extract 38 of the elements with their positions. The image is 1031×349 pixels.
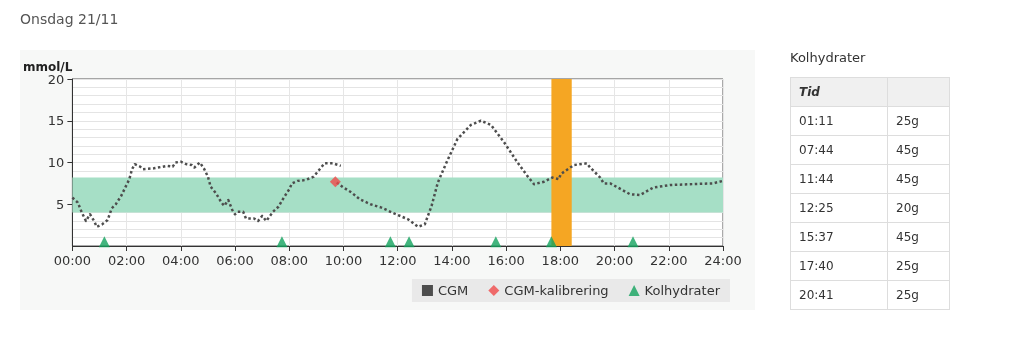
category-label: 07:44	[790, 135, 888, 165]
text: 25g	[896, 288, 919, 302]
x-tick-label: 14:00	[433, 253, 471, 268]
text: Kolhydrater	[790, 50, 867, 65]
text: 20g	[896, 201, 919, 215]
x-tick-label: 20:00	[595, 253, 634, 268]
legend-label: Kolhydrater	[644, 283, 721, 298]
x-tick-label: 18:00	[541, 253, 580, 268]
x-tick-label: 10:00	[324, 253, 363, 268]
category-label: 11:44	[790, 164, 888, 194]
y-tick-label: 15	[47, 113, 65, 129]
y-axis-title: mmol/L	[22, 59, 73, 74]
x-tick-label: 24:00	[704, 253, 742, 268]
x-tick-label: 06:00	[216, 253, 254, 268]
x-tick-label: 02:00	[107, 253, 146, 268]
x-tick-label: 22:00	[650, 253, 688, 268]
text: Tid	[790, 77, 888, 107]
text: 25g	[896, 114, 919, 128]
y-tick-label: 5	[56, 196, 65, 212]
legend-label: CGM-kalibrering	[504, 283, 609, 298]
legend-label: CGM	[437, 283, 469, 298]
x-tick-label: 04:00	[162, 253, 200, 268]
chart-title: Onsdag 21/11	[20, 11, 119, 27]
x-tick-label: 16:00	[487, 253, 525, 268]
text: 45g	[896, 172, 919, 186]
y-tick-label: 10	[47, 155, 65, 170]
category-label: 20:41	[790, 280, 888, 310]
text: 45g	[896, 143, 919, 157]
category-label: 15:37	[790, 222, 888, 252]
category-label: 17:40	[790, 251, 888, 281]
category-label: 01:11	[790, 106, 888, 136]
x-tick-label: 08:00	[270, 253, 308, 268]
text: 25g	[896, 259, 919, 273]
category-label: 12:25	[790, 193, 888, 223]
y-tick-label: 20	[47, 71, 65, 87]
x-tick-label: 12:00	[378, 253, 417, 268]
x-tick-label: 00:00	[53, 253, 92, 268]
text: 45g	[896, 230, 919, 244]
